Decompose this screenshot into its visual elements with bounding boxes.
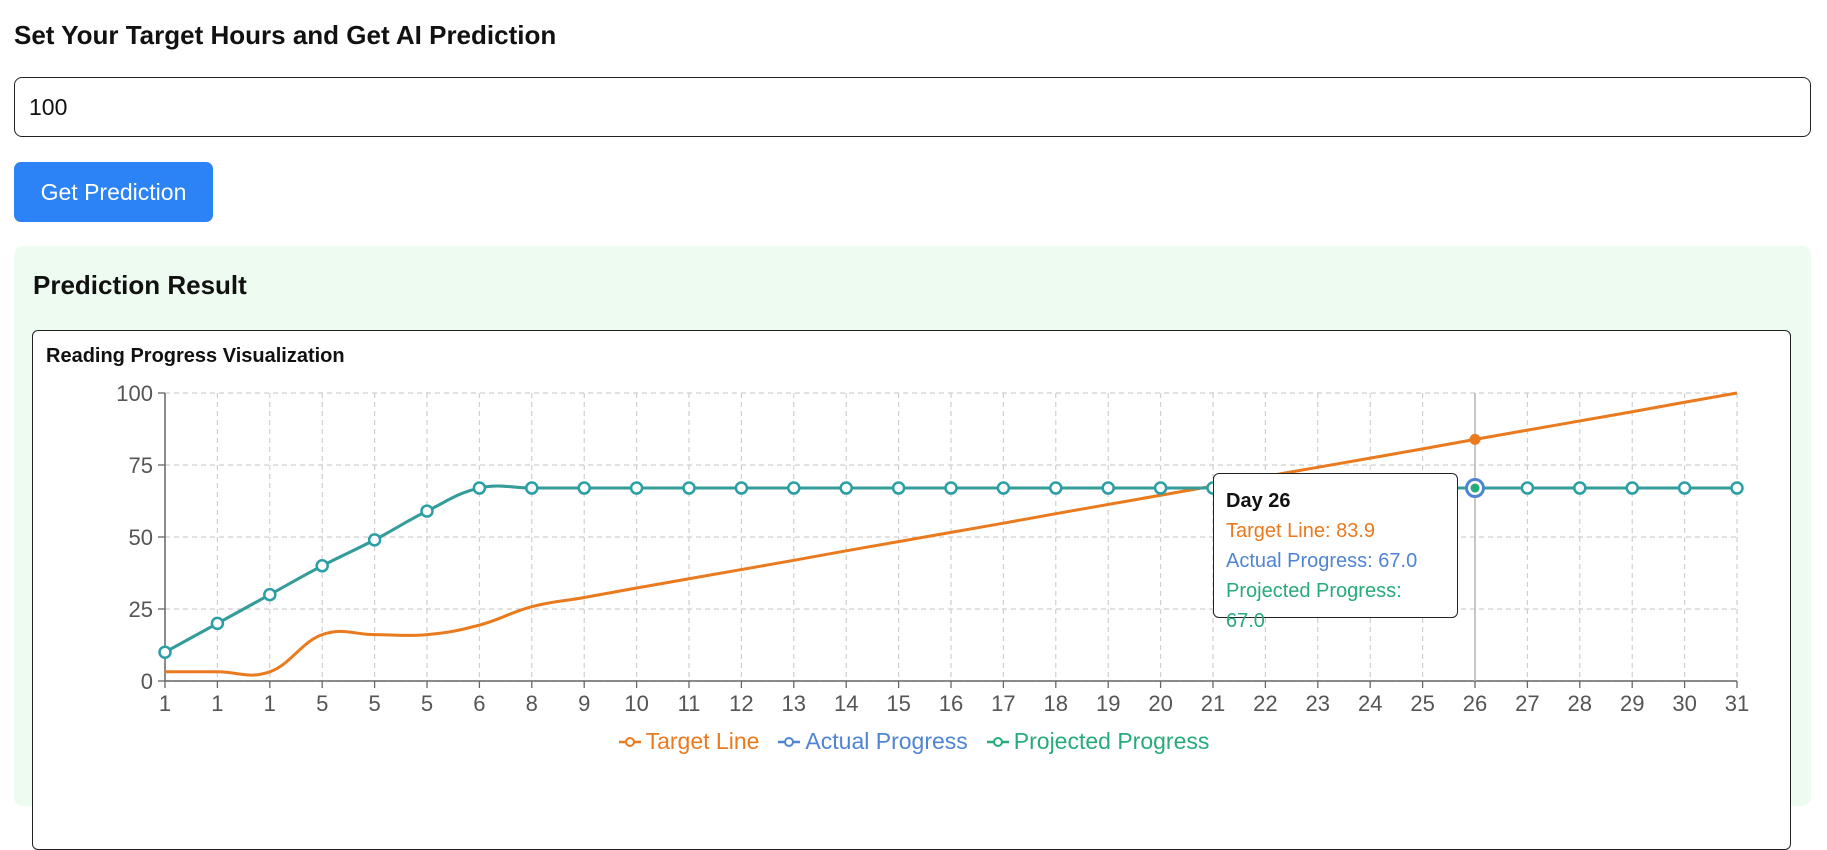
data-point xyxy=(734,481,749,495)
x-tick-label: 13 xyxy=(782,691,806,716)
data-point xyxy=(525,481,539,495)
data-point xyxy=(1730,481,1744,495)
data-point xyxy=(158,645,172,659)
x-tick-label: 21 xyxy=(1201,691,1225,716)
legend-swatch-icon xyxy=(618,736,641,747)
data-point xyxy=(629,481,644,495)
legend-item[interactable]: Actual Progress xyxy=(777,728,968,755)
x-tick-label: 23 xyxy=(1306,691,1330,716)
target-line-series xyxy=(164,391,1738,677)
data-point xyxy=(839,481,853,495)
data-point xyxy=(1677,481,1692,495)
x-tick-label: 26 xyxy=(1463,691,1487,716)
data-point xyxy=(1520,481,1535,495)
data-point xyxy=(577,481,591,495)
x-tick-label: 20 xyxy=(1148,691,1172,716)
tooltip-target-value: Target Line: 83.9 xyxy=(1226,520,1375,542)
x-tick-label: 17 xyxy=(991,691,1015,716)
data-point xyxy=(1573,481,1587,495)
data-point xyxy=(944,481,958,495)
x-tick-label: 5 xyxy=(316,691,328,716)
chart-legend: Target Line Actual Progress Projected Prog… xyxy=(0,728,1827,755)
data-point xyxy=(1101,481,1115,495)
prediction-result-panel: Prediction Result Reading Progress Visua… xyxy=(14,246,1811,850)
x-tick-label: 14 xyxy=(834,691,858,716)
result-title: Prediction Result xyxy=(33,270,247,300)
legend-label: Actual Progress xyxy=(805,728,968,754)
legend-item[interactable]: Projected Progress xyxy=(986,728,1210,755)
data-point xyxy=(682,481,696,495)
x-tick-label: 18 xyxy=(1044,691,1068,716)
y-tick-label: 75 xyxy=(129,453,153,478)
data-point xyxy=(891,481,906,495)
x-tick-label: 1 xyxy=(211,691,223,716)
target-hours-input[interactable] xyxy=(14,77,1811,137)
x-tick-label: 5 xyxy=(421,691,433,716)
x-tick-label: 8 xyxy=(526,691,538,716)
x-tick-label: 1 xyxy=(159,691,171,716)
x-tick-label: 24 xyxy=(1358,691,1382,716)
x-tick-label: 16 xyxy=(939,691,963,716)
data-point xyxy=(367,533,382,547)
tooltip-actual-value: Actual Progress: 67.0 xyxy=(1226,550,1418,572)
x-tick-label: 9 xyxy=(578,691,590,716)
x-tick-label: 12 xyxy=(729,691,753,716)
x-tick-label: 30 xyxy=(1672,691,1696,716)
legend-label: Target Line xyxy=(645,728,760,754)
x-tick-label: 25 xyxy=(1410,691,1434,716)
tooltip-projected-value: Projected Progress: 67.0 xyxy=(1226,580,1402,632)
data-point xyxy=(1049,481,1063,495)
x-tick-label: 15 xyxy=(886,691,910,716)
x-tick-label: 31 xyxy=(1725,691,1749,716)
data-point xyxy=(315,559,329,573)
x-tick-label: 1 xyxy=(264,691,276,716)
data-point xyxy=(210,616,225,631)
data-point xyxy=(1153,481,1168,495)
x-tick-label: 22 xyxy=(1253,691,1277,716)
data-point xyxy=(787,481,801,495)
data-point xyxy=(263,587,277,602)
legend-item[interactable]: Target Line xyxy=(618,728,760,755)
form-heading: Set Your Target Hours and Get AI Predict… xyxy=(14,20,557,50)
y-tick-label: 100 xyxy=(116,381,153,406)
y-tick-label: 50 xyxy=(129,525,153,550)
data-point xyxy=(420,504,434,518)
highlight-point-target xyxy=(1469,433,1481,445)
chart-tooltip: Day 26 Target Line: 83.9 Actual Progress… xyxy=(1213,473,1458,632)
legend-swatch-icon xyxy=(778,736,801,747)
data-point xyxy=(996,481,1011,495)
data-point xyxy=(472,481,487,495)
chart-card: Reading Progress Visualization xyxy=(32,330,1791,850)
y-tick-label: 0 xyxy=(141,669,153,694)
x-tick-label: 5 xyxy=(368,691,380,716)
legend-label: Projected Progress xyxy=(1013,728,1210,754)
x-tick-label: 29 xyxy=(1620,691,1644,716)
data-point xyxy=(1625,481,1639,495)
x-tick-label: 28 xyxy=(1568,691,1592,716)
x-tick-label: 6 xyxy=(473,691,485,716)
x-tick-label: 11 xyxy=(678,691,701,716)
tooltip-title: Day 26 xyxy=(1226,490,1291,512)
legend-swatch-icon xyxy=(986,736,1009,747)
x-tick-label: 10 xyxy=(624,691,648,716)
get-prediction-button[interactable]: Get Prediction xyxy=(14,162,213,222)
highlight-point-projected xyxy=(1470,483,1480,493)
x-tick-label: 19 xyxy=(1096,691,1120,716)
x-tick-label: 27 xyxy=(1515,691,1539,716)
y-tick-label: 25 xyxy=(129,597,153,622)
chart-title: Reading Progress Visualization xyxy=(46,345,345,367)
